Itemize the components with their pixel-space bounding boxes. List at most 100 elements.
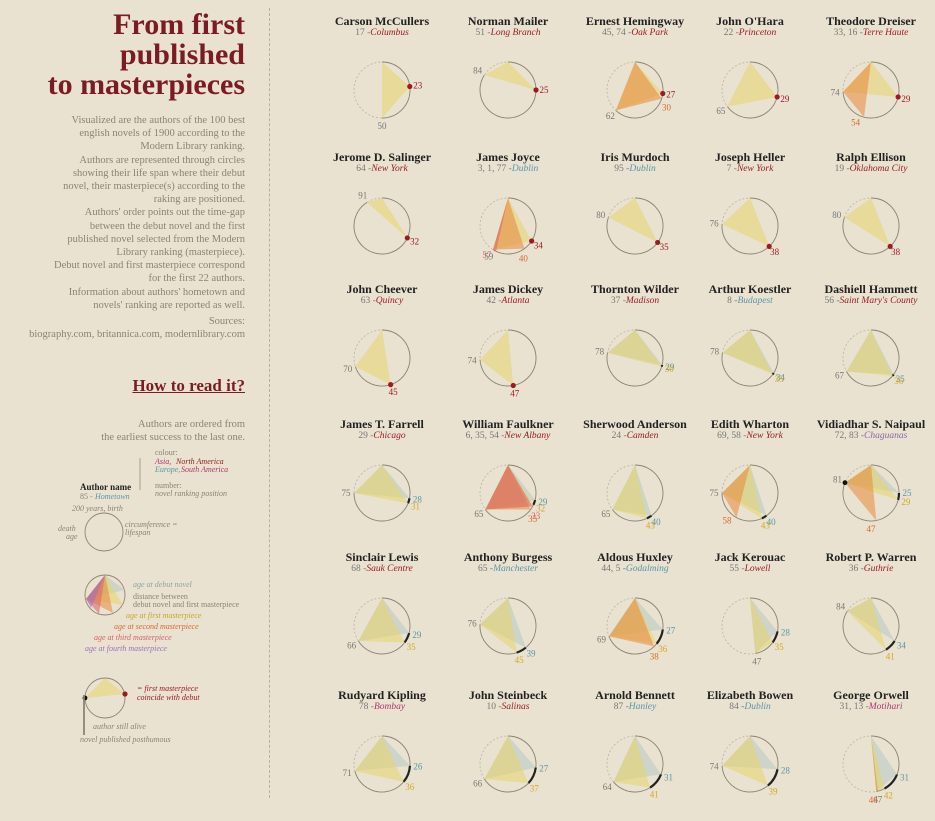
- intro-line: between the debut novel and the first: [0, 220, 245, 233]
- page-title: From first published to masterpieces: [0, 10, 245, 100]
- masterpiece-age-label: 33: [531, 511, 541, 521]
- masterpiece-age-label: 43: [646, 521, 656, 531]
- gap-arc: [408, 498, 409, 503]
- author-name: Iris Murdoch: [576, 151, 694, 164]
- author-name: Ralph Ellison: [812, 151, 930, 164]
- death-age-label: 78: [595, 346, 605, 356]
- gap-arc: [886, 641, 895, 650]
- masterpiece-age-label: 47: [510, 388, 520, 398]
- intro-text: Visualized are the authors of the 100 be…: [0, 114, 245, 312]
- legend-triangle-3: [85, 678, 125, 698]
- death-age-label: 65: [716, 106, 726, 116]
- intro-panel: From first published to masterpieces Vis…: [0, 0, 262, 800]
- legend-south-america: South America: [181, 465, 228, 474]
- masterpiece-triangle: [843, 62, 871, 117]
- masterpiece-age-label: 29: [780, 94, 790, 104]
- author-name: Rudyard Kipling: [323, 689, 441, 702]
- legend-rank: 85 -: [80, 492, 93, 501]
- author-name: George Orwell: [812, 689, 930, 702]
- author-glyph: 65 29: [685, 37, 815, 147]
- sources: Sources: biography.com, britannica.com, …: [0, 315, 245, 341]
- author-name: Carson McCullers: [323, 15, 441, 28]
- legend-distance-2: debut novel and first masterpiece: [133, 600, 240, 609]
- death-age-label: 74: [710, 761, 720, 771]
- masterpiece-age-label: 31: [411, 501, 420, 511]
- author-name: Sherwood Anderson: [576, 418, 694, 431]
- author-name: John O'Hara: [691, 15, 809, 28]
- debut-age-label: 26: [413, 761, 423, 771]
- intro-line: Authors are represented through circles: [0, 154, 245, 167]
- masterpiece-triangle: [727, 62, 777, 106]
- death-age-label: 91: [358, 191, 367, 201]
- death-age-label: 84: [836, 602, 846, 612]
- author-name: Norman Mailer: [449, 15, 567, 28]
- intro-line: Debut novel and first masterpiece corres…: [0, 259, 245, 272]
- author-name: William Faulkner: [449, 418, 567, 431]
- death-age-label: 75: [710, 488, 720, 498]
- intro-line: novels' ranking are reported as well.: [0, 299, 245, 312]
- author-name: Vidiadhar S. Naipaul: [812, 418, 930, 431]
- debut-age-label: 28: [781, 766, 791, 776]
- death-age-label: 66: [347, 640, 357, 650]
- masterpiece-age-label: 36: [405, 782, 415, 792]
- masterpiece-age-label: 45: [389, 387, 399, 397]
- coincide-dot: [407, 84, 412, 89]
- gap-arc: [405, 633, 409, 642]
- intro-line: novel, their masterpiece(s) according to…: [0, 180, 245, 193]
- death-age-label: 50: [378, 121, 388, 131]
- death-age-label: 81: [833, 475, 842, 485]
- gap-arc: [404, 766, 410, 782]
- legend-age-first: age at first masterpiece: [126, 611, 202, 620]
- death-age-label: 80: [596, 210, 606, 220]
- masterpiece-triangle: [367, 198, 407, 238]
- coincide-dot: [896, 94, 901, 99]
- masterpiece-age-label: 29: [901, 94, 911, 104]
- gap-arc: [533, 500, 535, 505]
- author-name: Arnold Bennett: [576, 689, 694, 702]
- legend-author-name: Author name: [80, 482, 131, 492]
- author-name: John Cheever: [323, 283, 441, 296]
- author-name: Jack Kerouac: [691, 551, 809, 564]
- masterpiece-age-label: 30: [665, 364, 675, 374]
- author-name: Elizabeth Bowen: [691, 689, 809, 702]
- author-name: Joseph Heller: [691, 151, 809, 164]
- masterpiece-age-label: 38: [650, 651, 660, 661]
- legend-town: Hometown: [94, 492, 130, 501]
- intro-line: Authors' order points out the time-gap: [0, 206, 245, 219]
- masterpiece-age-label: 35: [775, 642, 785, 652]
- divider: [269, 8, 270, 798]
- masterpiece-triangle: [607, 330, 661, 367]
- masterpiece-age-label: 36: [658, 644, 668, 654]
- author-name: James T. Farrell: [323, 418, 441, 431]
- masterpiece-age-label: 30: [662, 102, 672, 112]
- legend-age-debut: age at debut novel: [133, 580, 193, 589]
- how-to-read-heading: How to read it?: [132, 376, 245, 396]
- masterpiece-triangle: [485, 465, 532, 509]
